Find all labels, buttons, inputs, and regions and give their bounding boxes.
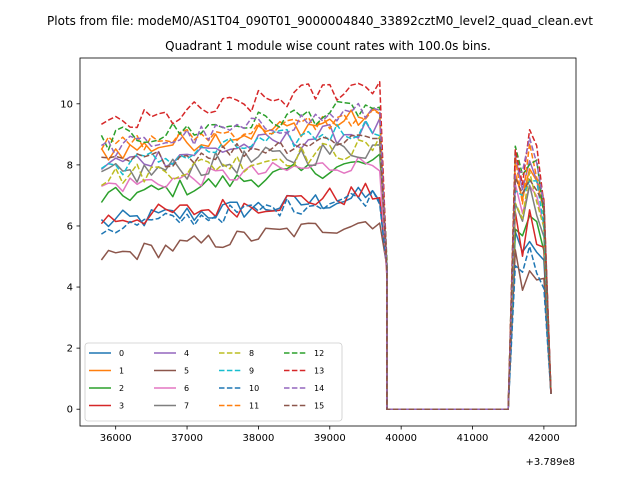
x-tick-label: 36000 bbox=[100, 433, 132, 444]
series-line-15 bbox=[101, 134, 552, 410]
legend-label-7: 7 bbox=[184, 402, 189, 411]
legend-label-12: 12 bbox=[314, 349, 324, 358]
series-layer bbox=[100, 81, 552, 410]
y-tick-label: 4 bbox=[67, 283, 73, 294]
legend-box bbox=[84, 342, 343, 422]
y-tick-label: 0 bbox=[67, 405, 73, 416]
legend-label-10: 10 bbox=[249, 384, 259, 393]
chart-title: Quadrant 1 module wise count rates with … bbox=[165, 39, 491, 53]
y-tick-label: 8 bbox=[67, 160, 73, 171]
legend-label-8: 8 bbox=[249, 349, 254, 358]
legend-label-5: 5 bbox=[184, 367, 189, 376]
legend-label-4: 4 bbox=[184, 349, 189, 358]
y-tick-label: 10 bbox=[60, 99, 73, 110]
x-tick-label: 41000 bbox=[457, 433, 489, 444]
y-tick-label: 6 bbox=[67, 221, 73, 232]
x-tick-label: 42000 bbox=[528, 433, 560, 444]
legend-label-3: 3 bbox=[119, 402, 124, 411]
legend-label-2: 2 bbox=[119, 384, 124, 393]
figure-suptitle: Plots from file: modeM0/AS1T04_090T01_90… bbox=[47, 14, 593, 28]
legend-label-11: 11 bbox=[249, 402, 259, 411]
axes-spines bbox=[79, 57, 577, 427]
y-tick-label: 2 bbox=[67, 344, 73, 355]
legend-label-14: 14 bbox=[314, 384, 324, 393]
legend-label-13: 13 bbox=[314, 367, 324, 376]
x-tick-label: 40000 bbox=[385, 433, 417, 444]
x-axis: 36000 37000 38000 39000 40000 41000 42000 bbox=[100, 426, 560, 444]
legend-label-15: 15 bbox=[314, 402, 324, 411]
legend-label-9: 9 bbox=[249, 367, 254, 376]
legend-label-0: 0 bbox=[119, 349, 124, 358]
series-line-10 bbox=[100, 189, 552, 410]
x-tick-label: 38000 bbox=[243, 433, 275, 444]
x-tick-label: 37000 bbox=[171, 433, 203, 444]
axes-frame bbox=[79, 57, 577, 427]
x-tick-label: 39000 bbox=[314, 433, 346, 444]
y-axis: 0 2 4 6 8 10 bbox=[60, 99, 80, 416]
x-offset-label: +3.789e8 bbox=[525, 457, 575, 468]
legend-label-1: 1 bbox=[119, 367, 124, 376]
legend-label-6: 6 bbox=[184, 384, 189, 393]
